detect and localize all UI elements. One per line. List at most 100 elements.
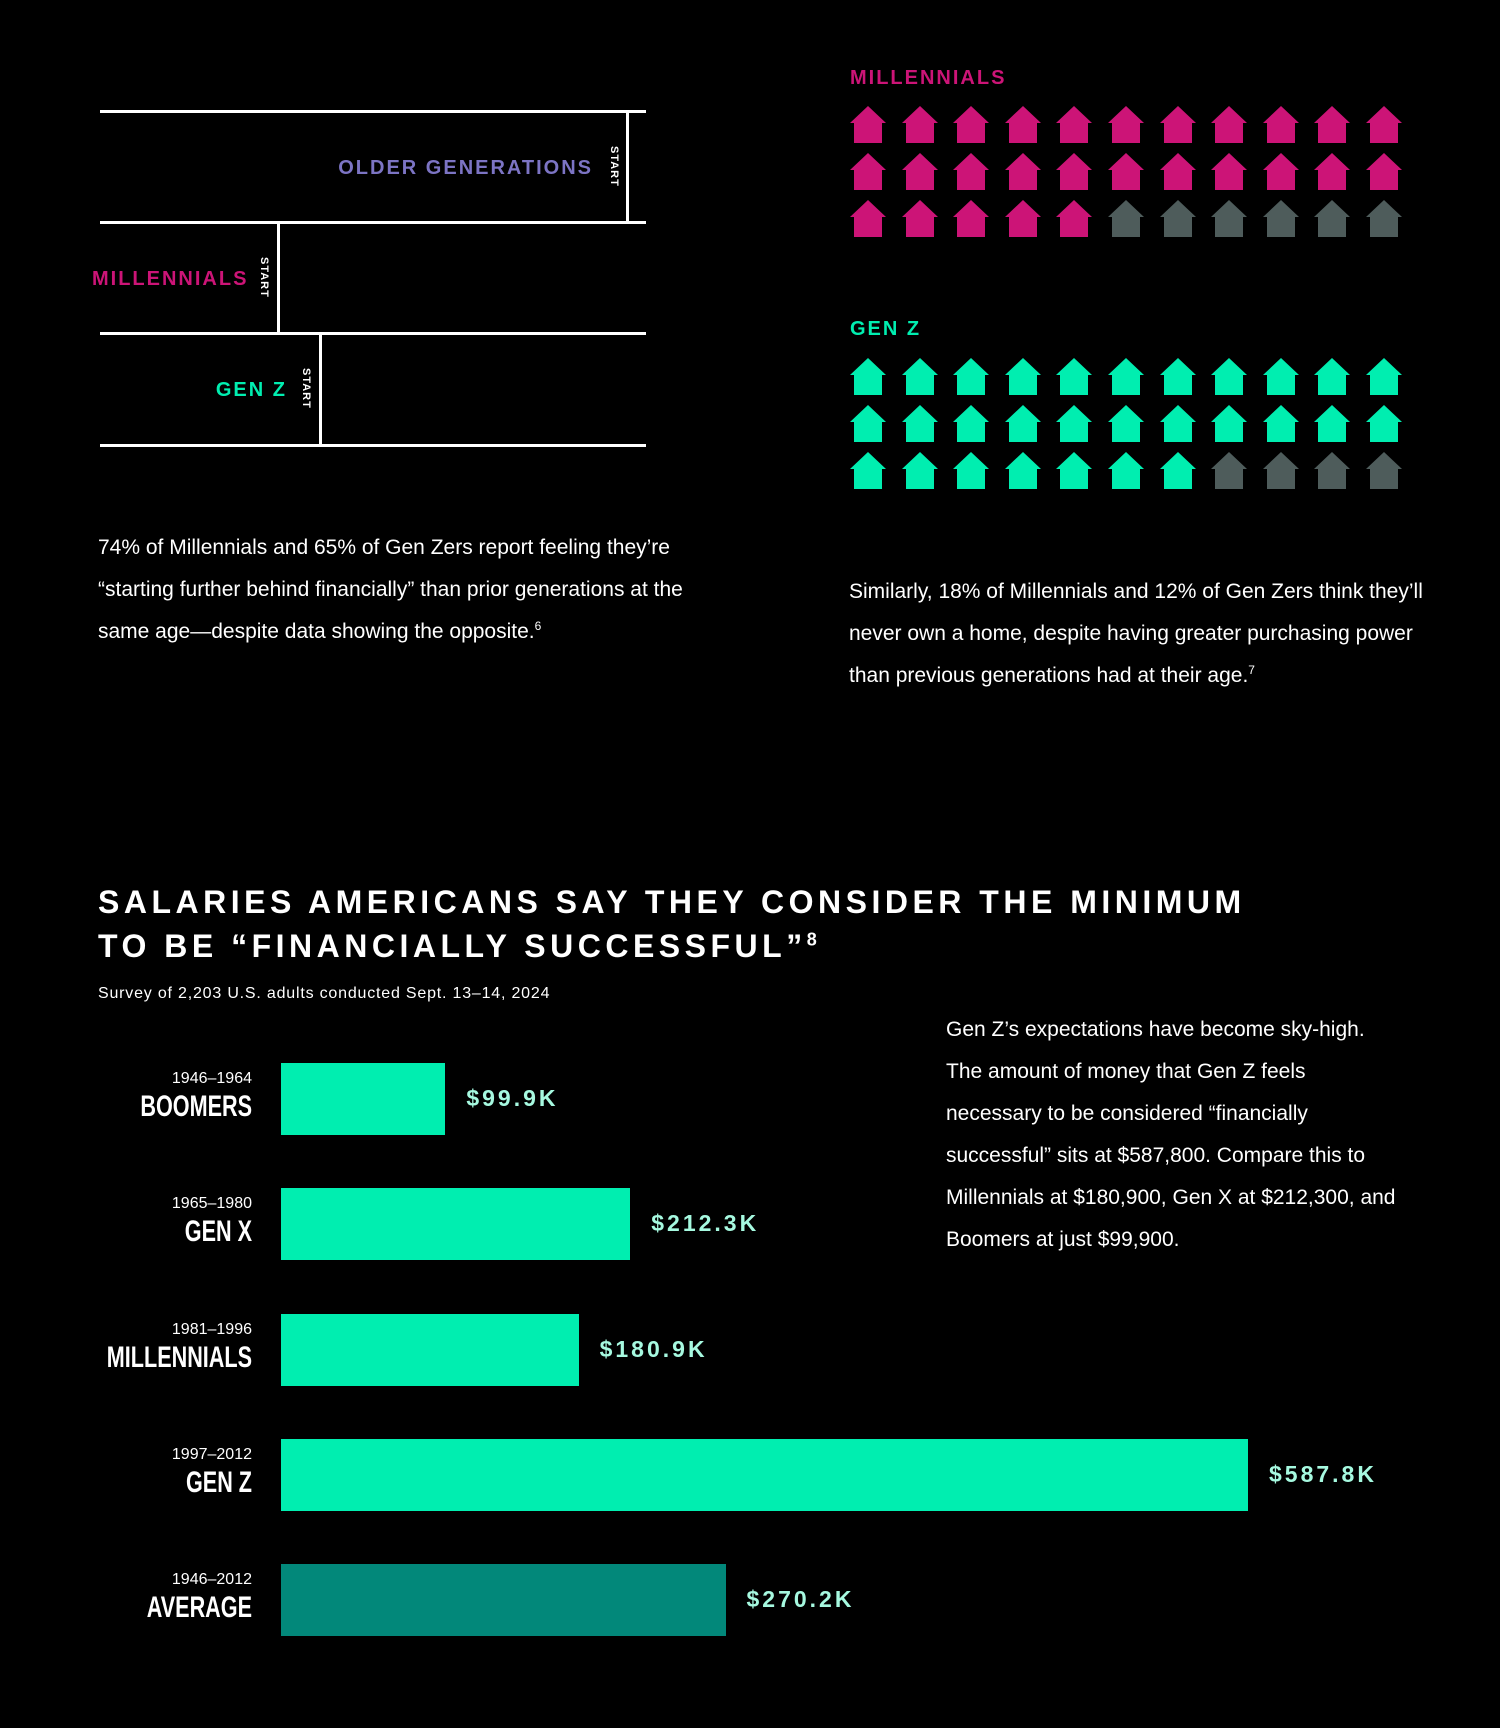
bar-value-label: $99.9K (466, 1085, 559, 1111)
house-icon-filled (850, 452, 886, 489)
house-icon-empty (1211, 452, 1248, 489)
house-icon-empty (1107, 200, 1144, 237)
house-icon-filled (953, 106, 990, 143)
house-icon-empty (1314, 200, 1351, 237)
house-icon-filled (1159, 106, 1196, 143)
house-icon-filled (1107, 358, 1144, 395)
bar (281, 1063, 446, 1135)
house-icon-filled (1314, 153, 1351, 190)
house-icon-filled (901, 153, 938, 190)
bar-value-label: $180.9K (599, 1335, 708, 1362)
house-icon-filled (1107, 153, 1144, 190)
house-icon-filled (1056, 106, 1093, 143)
house-icon-filled (1004, 106, 1041, 143)
house-icon-filled (1056, 452, 1093, 489)
house-icon-filled (850, 358, 886, 395)
house-icon-filled (1107, 452, 1144, 489)
bar-value-label: $270.2K (746, 1586, 855, 1613)
house-icon-filled (850, 405, 886, 442)
house-icon-filled (1004, 153, 1041, 190)
paragraph-salary-expectations: Gen Z’s expectations have become sky-hig… (946, 1018, 1396, 1251)
house-icon-filled (953, 452, 990, 489)
bar-years-label: 1997–2012 (171, 1445, 252, 1463)
house-icon-filled (1159, 405, 1196, 442)
bar-years-label: 1946–2012 (171, 1571, 252, 1589)
bar-years-label: 1965–1980 (171, 1195, 252, 1213)
bar (281, 1564, 726, 1637)
house-icon-filled (1211, 106, 1248, 143)
house-icon-filled (1262, 153, 1299, 190)
house-grid-genz (850, 358, 1402, 489)
label-millennials: MILLENNIALS (92, 268, 249, 290)
track-line-top (100, 110, 646, 113)
bar-category-label: GEN Z (185, 1465, 252, 1499)
house-icon-empty (1365, 452, 1402, 489)
house-icon-filled (850, 200, 886, 237)
house-icon-filled (1262, 405, 1299, 442)
track-line-bottom (100, 444, 646, 447)
house-icon-filled (1056, 200, 1093, 237)
label-older-generations: OLDER GENERATIONS (338, 157, 593, 179)
house-icon-filled (901, 452, 938, 489)
house-icon-filled (1314, 106, 1351, 143)
house-icon-filled (1211, 153, 1248, 190)
house-icon-filled (850, 153, 886, 190)
house-icon-filled (901, 200, 938, 237)
paragraph-never-own-home: Similarly, 18% of Millennials and 12% of… (849, 580, 1423, 687)
house-icon-filled (1159, 358, 1196, 395)
bar-years-label: 1981–1996 (171, 1320, 252, 1338)
house-icon-filled (1159, 452, 1196, 489)
chart-subtitle: Survey of 2,203 U.S. adults conducted Se… (98, 985, 551, 1002)
house-icon-filled (953, 200, 990, 237)
bar-category-label: AVERAGE (146, 1591, 252, 1625)
house-icon-empty (1262, 452, 1299, 489)
start-label-genz: START (300, 368, 312, 409)
house-icon-filled (1365, 153, 1402, 190)
house-icon-empty (1262, 200, 1299, 237)
house-icon-filled (953, 405, 990, 442)
bar (281, 1188, 631, 1261)
house-icon-filled (1262, 358, 1299, 395)
house-icon-filled (1365, 358, 1402, 395)
house-icon-filled (1314, 405, 1351, 442)
house-icon-filled (1211, 358, 1248, 395)
start-line-genz (319, 333, 322, 445)
house-icon-filled (1056, 153, 1093, 190)
label-genz: GEN Z (215, 379, 287, 401)
chart-title: SALARIES AMERICANS SAY THEY CONSIDER THE… (98, 884, 1246, 964)
house-icon-filled (1056, 405, 1093, 442)
bar-value-label: $587.8K (1269, 1460, 1377, 1487)
bar-category-label: GEN X (184, 1215, 252, 1249)
house-icon-filled (1107, 106, 1144, 143)
house-icon-filled (1159, 153, 1196, 190)
house-icon-filled (901, 106, 938, 143)
track-line-2 (100, 221, 646, 224)
house-icon-empty (1365, 200, 1402, 237)
house-icon-empty (1159, 200, 1196, 237)
bar-category-label: MILLENNIALS (106, 1340, 252, 1374)
house-icon-filled (901, 405, 938, 442)
house-icon-filled (1365, 106, 1402, 143)
house-icon-filled (1004, 358, 1041, 395)
house-icon-filled (953, 358, 990, 395)
bar-years-label: 1946–1964 (171, 1070, 252, 1087)
bar (281, 1313, 579, 1386)
bar (281, 1438, 1248, 1511)
house-icon-empty (1211, 200, 1248, 237)
house-icon-filled (1004, 200, 1041, 237)
house-icon-filled (1314, 358, 1351, 395)
house-icon-filled (1262, 106, 1299, 143)
house-icon-filled (1056, 358, 1093, 395)
homes-title-millennials: MILLENNIALS (850, 67, 1007, 89)
house-icon-filled (953, 153, 990, 190)
start-line-millennials (277, 222, 280, 334)
track-line-3 (100, 332, 646, 335)
house-icon-filled (1004, 405, 1041, 442)
house-icon-filled (1004, 452, 1041, 489)
paragraph-starting-behind: 74% of Millennials and 65% of Gen Zers r… (98, 536, 683, 643)
homes-title-genz: GEN Z (850, 318, 922, 340)
bar-category-label: BOOMERS (140, 1090, 252, 1123)
bar-value-label: $212.3K (651, 1210, 760, 1237)
start-label-millennials: START (258, 257, 270, 298)
start-label-older: START (608, 146, 620, 187)
